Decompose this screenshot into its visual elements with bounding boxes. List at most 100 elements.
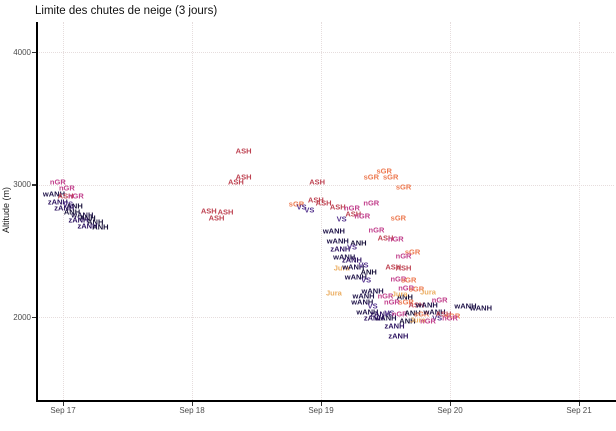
- data-label-ANH: ANH: [399, 316, 416, 326]
- v-gridline: [450, 22, 451, 400]
- data-label-nGR: nGR: [391, 309, 408, 319]
- data-label-ASH: ASH: [307, 195, 324, 205]
- data-label-nGR: nGR: [354, 211, 371, 221]
- data-label-ANH: ANH: [66, 200, 83, 210]
- data-label-nGR: nGR: [49, 177, 66, 187]
- data-label-ANH: ANH: [87, 216, 104, 226]
- data-label-wANH: wANH: [42, 189, 66, 199]
- y-tick: [32, 184, 36, 186]
- data-label-Jura: Jura: [409, 314, 426, 324]
- data-label-nGR: nGR: [384, 297, 400, 307]
- data-label-ANH: ANH: [79, 212, 96, 222]
- v-gridline: [192, 22, 193, 400]
- h-gridline: [37, 317, 614, 318]
- data-label-ASH: ASH: [385, 261, 402, 271]
- data-label-wANH: wANH: [352, 291, 375, 301]
- data-label-ASH: ASH: [377, 232, 394, 242]
- data-label-ASH: ASH: [235, 146, 252, 156]
- y-tick: [32, 51, 36, 53]
- data-label-wANH: wANH: [469, 302, 492, 312]
- data-label-Jura: Jura: [391, 289, 408, 299]
- data-label-nGR: nGR: [368, 224, 385, 234]
- x-axis-line: [36, 400, 616, 402]
- x-tick-label: Sep 17: [50, 406, 76, 415]
- data-label-wANH: wANH: [344, 272, 367, 282]
- data-label-VS: VS: [361, 275, 372, 285]
- data-label-nGR: nGR: [363, 198, 380, 208]
- data-label-VS: VS: [296, 202, 307, 212]
- data-label-zANH: zANH: [384, 321, 405, 331]
- v-gridline: [63, 22, 64, 400]
- data-label-sGR: sGR: [395, 182, 412, 192]
- data-label-wANH: wANH: [326, 236, 349, 246]
- data-label-zANH: zANH: [388, 330, 409, 340]
- y-tick: [32, 316, 36, 318]
- data-label-sGR: sGR: [413, 309, 430, 319]
- data-label-VS: VS: [367, 301, 378, 311]
- data-label-wANH: wANH: [356, 306, 379, 316]
- data-label-zANH: zANH: [363, 313, 384, 323]
- h-gridline: [37, 52, 614, 53]
- y-axis-line: [36, 22, 38, 401]
- x-tick-label: Sep 21: [566, 406, 592, 415]
- data-label-zANH: zANH: [54, 203, 75, 213]
- data-label-VS: VS: [304, 204, 315, 214]
- data-label-sGR: sGR: [288, 199, 305, 209]
- data-label-nGR: nGR: [431, 295, 448, 305]
- data-label-Jura: Jura: [420, 287, 436, 297]
- data-label-wANH: wANH: [454, 301, 477, 311]
- data-label-wANH: wANH: [333, 252, 356, 262]
- data-label-zANH: zANH: [77, 220, 98, 230]
- data-label-nGR: nGR: [387, 234, 404, 244]
- data-label-wANH: wANH: [351, 297, 374, 307]
- x-tick-label: Sep 19: [308, 406, 334, 415]
- data-label-wANH: wANH: [415, 300, 438, 310]
- data-label-ANH: ANH: [92, 222, 109, 232]
- chart-title: Limite des chutes de neige (3 jours): [35, 5, 218, 17]
- data-label-Jura: Jura: [325, 288, 342, 298]
- data-label-wANH: wANH: [71, 210, 94, 220]
- data-label-sGR: sGR: [363, 171, 380, 181]
- data-label-Jura: Jura: [333, 263, 350, 273]
- data-label-wANH: wANH: [361, 285, 384, 295]
- data-label-ASH: ASH: [395, 263, 412, 273]
- data-label-wANH: wANH: [342, 261, 365, 271]
- data-label-ASH: ASH: [235, 171, 252, 181]
- v-gridline: [579, 22, 580, 400]
- data-label-ASH: ASH: [435, 309, 452, 319]
- data-label-VS: VS: [384, 308, 395, 318]
- data-label-ASH: ASH: [208, 212, 225, 222]
- x-tick: [578, 402, 580, 406]
- plot-panel: nGR nGR wANH ASH nGR zANH VS ANH zANH ANH wANH ANH z…: [37, 22, 614, 400]
- data-label-VS: VS: [358, 260, 369, 270]
- data-label-zANH: zANH: [47, 196, 68, 206]
- data-label-ASH: ASH: [309, 177, 326, 187]
- data-label-nGR: nGR: [398, 283, 415, 293]
- data-label-VS: VS: [336, 214, 347, 224]
- h-gridline: [37, 184, 614, 186]
- data-label-ANH: ANH: [404, 308, 421, 318]
- data-label-nGR: nGR: [58, 183, 75, 193]
- data-label-ASH: ASH: [227, 177, 244, 187]
- data-label-ASH: ASH: [329, 202, 346, 212]
- data-label-sGR: sGR: [401, 275, 417, 285]
- data-label-ANH: ANH: [360, 267, 377, 277]
- v-gridline: [321, 22, 322, 400]
- x-tick: [449, 402, 451, 406]
- data-label-sGR: sGR: [444, 310, 461, 320]
- data-label-ASH: ASH: [315, 198, 332, 208]
- data-label-VS: VS: [432, 313, 443, 323]
- data-label-nGR: nGR: [67, 191, 84, 201]
- data-label-sGR: sGR: [390, 212, 407, 222]
- data-label-ASH: ASH: [217, 207, 234, 217]
- x-tick: [320, 402, 322, 406]
- data-label-zANH: zANH: [68, 215, 89, 225]
- y-tick-label: 3000: [13, 180, 31, 189]
- y-tick-label: 2000: [13, 312, 31, 322]
- x-tick-label: Sep 20: [437, 406, 463, 415]
- data-label-zANH: zANH: [370, 309, 391, 319]
- data-label-ANH: ANH: [63, 207, 81, 217]
- data-label-VS: VS: [346, 242, 357, 252]
- data-label-nGR: nGR: [420, 316, 436, 326]
- x-tick: [62, 402, 64, 406]
